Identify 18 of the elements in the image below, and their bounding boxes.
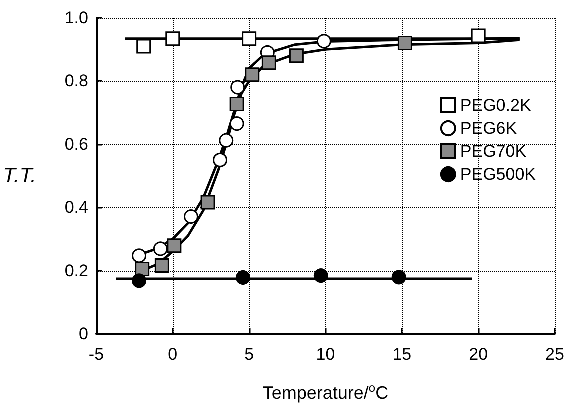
legend-label: PEG0.2K — [460, 96, 532, 115]
y-tick-label: 0.6 — [64, 134, 88, 154]
legend-label: PEG500K — [460, 165, 537, 184]
x-tick-label: 5 — [244, 345, 254, 364]
y-tick-label: 0.2 — [64, 261, 88, 280]
x-tick-label: 0 — [168, 345, 178, 364]
x-tick-label: 20 — [469, 345, 488, 364]
y-tick-label: 0.8 — [64, 72, 88, 91]
legend-label: PEG70K — [460, 142, 528, 161]
y-tick-label: 0.4 — [64, 198, 88, 218]
x-tick-label: 10 — [316, 345, 336, 364]
y-axis-title: T.T. — [3, 164, 36, 188]
x-tick-label: -5 — [88, 345, 104, 364]
legend-label: PEG6K — [460, 119, 518, 138]
x-tick-label: 15 — [392, 345, 412, 364]
x-tick-label: 25 — [546, 345, 564, 364]
y-tick-label: 1.0 — [64, 8, 88, 28]
y-tick-label: 0 — [79, 324, 88, 344]
